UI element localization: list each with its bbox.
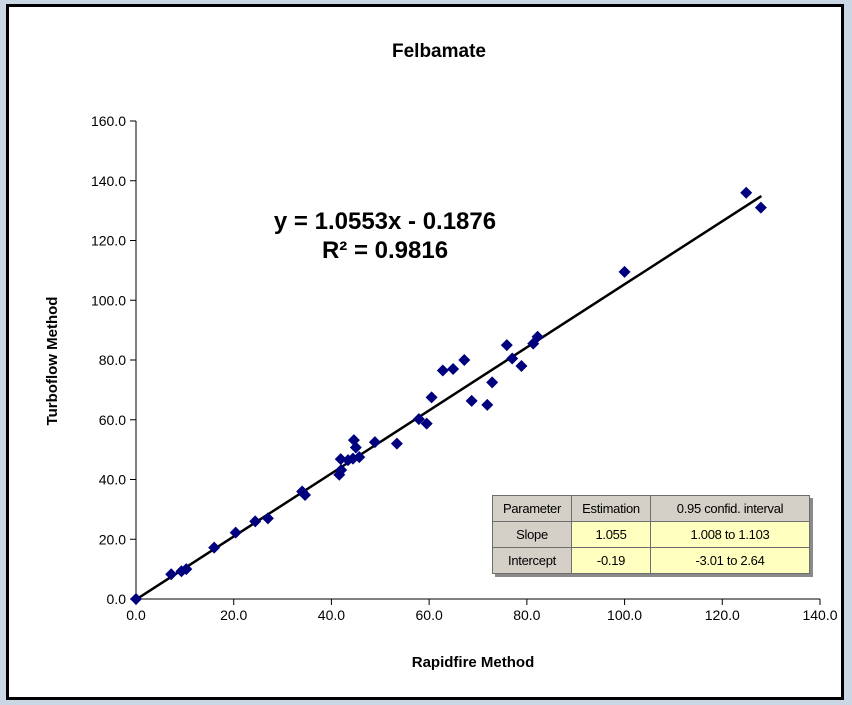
data-point [426,391,438,403]
x-tick-label: 80.0 [513,607,540,623]
y-tick-label: 0.0 [107,591,127,607]
y-tick-label: 20.0 [99,531,126,547]
y-tick-label: 100.0 [91,292,126,308]
y-axis-title: Turboflow Method [44,297,61,426]
data-point [619,266,631,278]
x-tick-label: 120.0 [705,607,740,623]
x-tick-label: 40.0 [318,607,345,623]
table-row-intercept: Intercept -0.19 -3.01 to 2.64 [493,548,810,574]
y-tick-label: 140.0 [91,173,126,189]
x-tick-label: 20.0 [220,607,247,623]
data-point [369,436,381,448]
data-point [262,512,274,524]
chart-frame: Felbamate Turboflow Method Rapidfire Met… [6,4,844,700]
intercept-estimate: -0.19 [572,548,651,574]
data-point [130,593,142,605]
header-parameter: Parameter [493,496,572,522]
x-axis-title: Rapidfire Method [412,654,535,671]
scatter-plot: Felbamate Turboflow Method Rapidfire Met… [9,7,841,697]
y-tick-label: 40.0 [99,472,126,488]
data-point [486,376,498,388]
intercept-interval: -3.01 to 2.64 [651,548,810,574]
slope-estimate: 1.055 [572,522,651,548]
table-header-row: Parameter Estimation 0.95 confid. interv… [493,496,810,522]
regression-stats-table: Parameter Estimation 0.95 confid. interv… [492,495,810,574]
regression-equation: y = 1.0553x - 0.1876 [274,208,496,235]
x-tick-label: 140.0 [802,607,837,623]
x-tick-label: 100.0 [607,607,642,623]
data-point [447,363,459,375]
x-tick-label: 60.0 [416,607,443,623]
data-point [515,360,527,372]
data-point [740,187,752,199]
r-squared-label: R² = 0.9816 [322,237,448,264]
y-tick-label: 60.0 [99,412,126,428]
chart-title: Felbamate [392,41,486,62]
data-point [755,202,767,214]
data-point [437,364,449,376]
slope-interval: 1.008 to 1.103 [651,522,810,548]
data-point [466,395,478,407]
data-point [481,399,493,411]
x-tick-label: 0.0 [126,607,146,623]
y-tick-label: 160.0 [91,113,126,129]
data-point [458,354,470,366]
row-label-slope: Slope [493,522,572,548]
y-tick-label: 120.0 [91,233,126,249]
data-point [501,339,513,351]
table-row-slope: Slope 1.055 1.008 to 1.103 [493,522,810,548]
row-label-intercept: Intercept [493,548,572,574]
data-point [391,438,403,450]
header-estimation: Estimation [572,496,651,522]
y-tick-label: 80.0 [99,352,126,368]
header-confidence-interval: 0.95 confid. interval [651,496,810,522]
